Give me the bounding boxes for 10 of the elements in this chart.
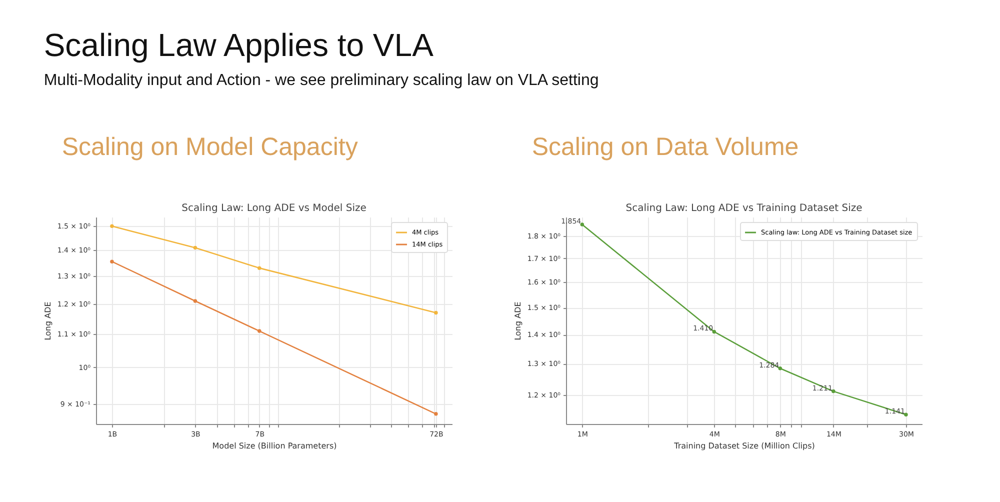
- chart-subtitle: Scaling Law: Long ADE vs Training Dataset Size: [626, 203, 862, 214]
- x-axis-title: Model Size (Billion Parameters): [212, 442, 337, 450]
- text: Multi-Modality input and Action - we see preliminary scaling law on VLA setting: [44, 72, 599, 89]
- text: Scaling Law Applies to VLA: [44, 27, 434, 63]
- chart-title: Scaling on Model Capacity: [62, 133, 358, 161]
- y-axis-title: Long ADE: [513, 302, 522, 340]
- y-axis-title: Long ADE: [43, 302, 52, 340]
- chart-title: Scaling on Data Volume: [532, 133, 799, 161]
- x-axis-title: Training Dataset Size (Million Clips): [673, 442, 815, 450]
- chart-subtitle: Scaling Law: Long ADE vs Model Size: [182, 203, 366, 214]
